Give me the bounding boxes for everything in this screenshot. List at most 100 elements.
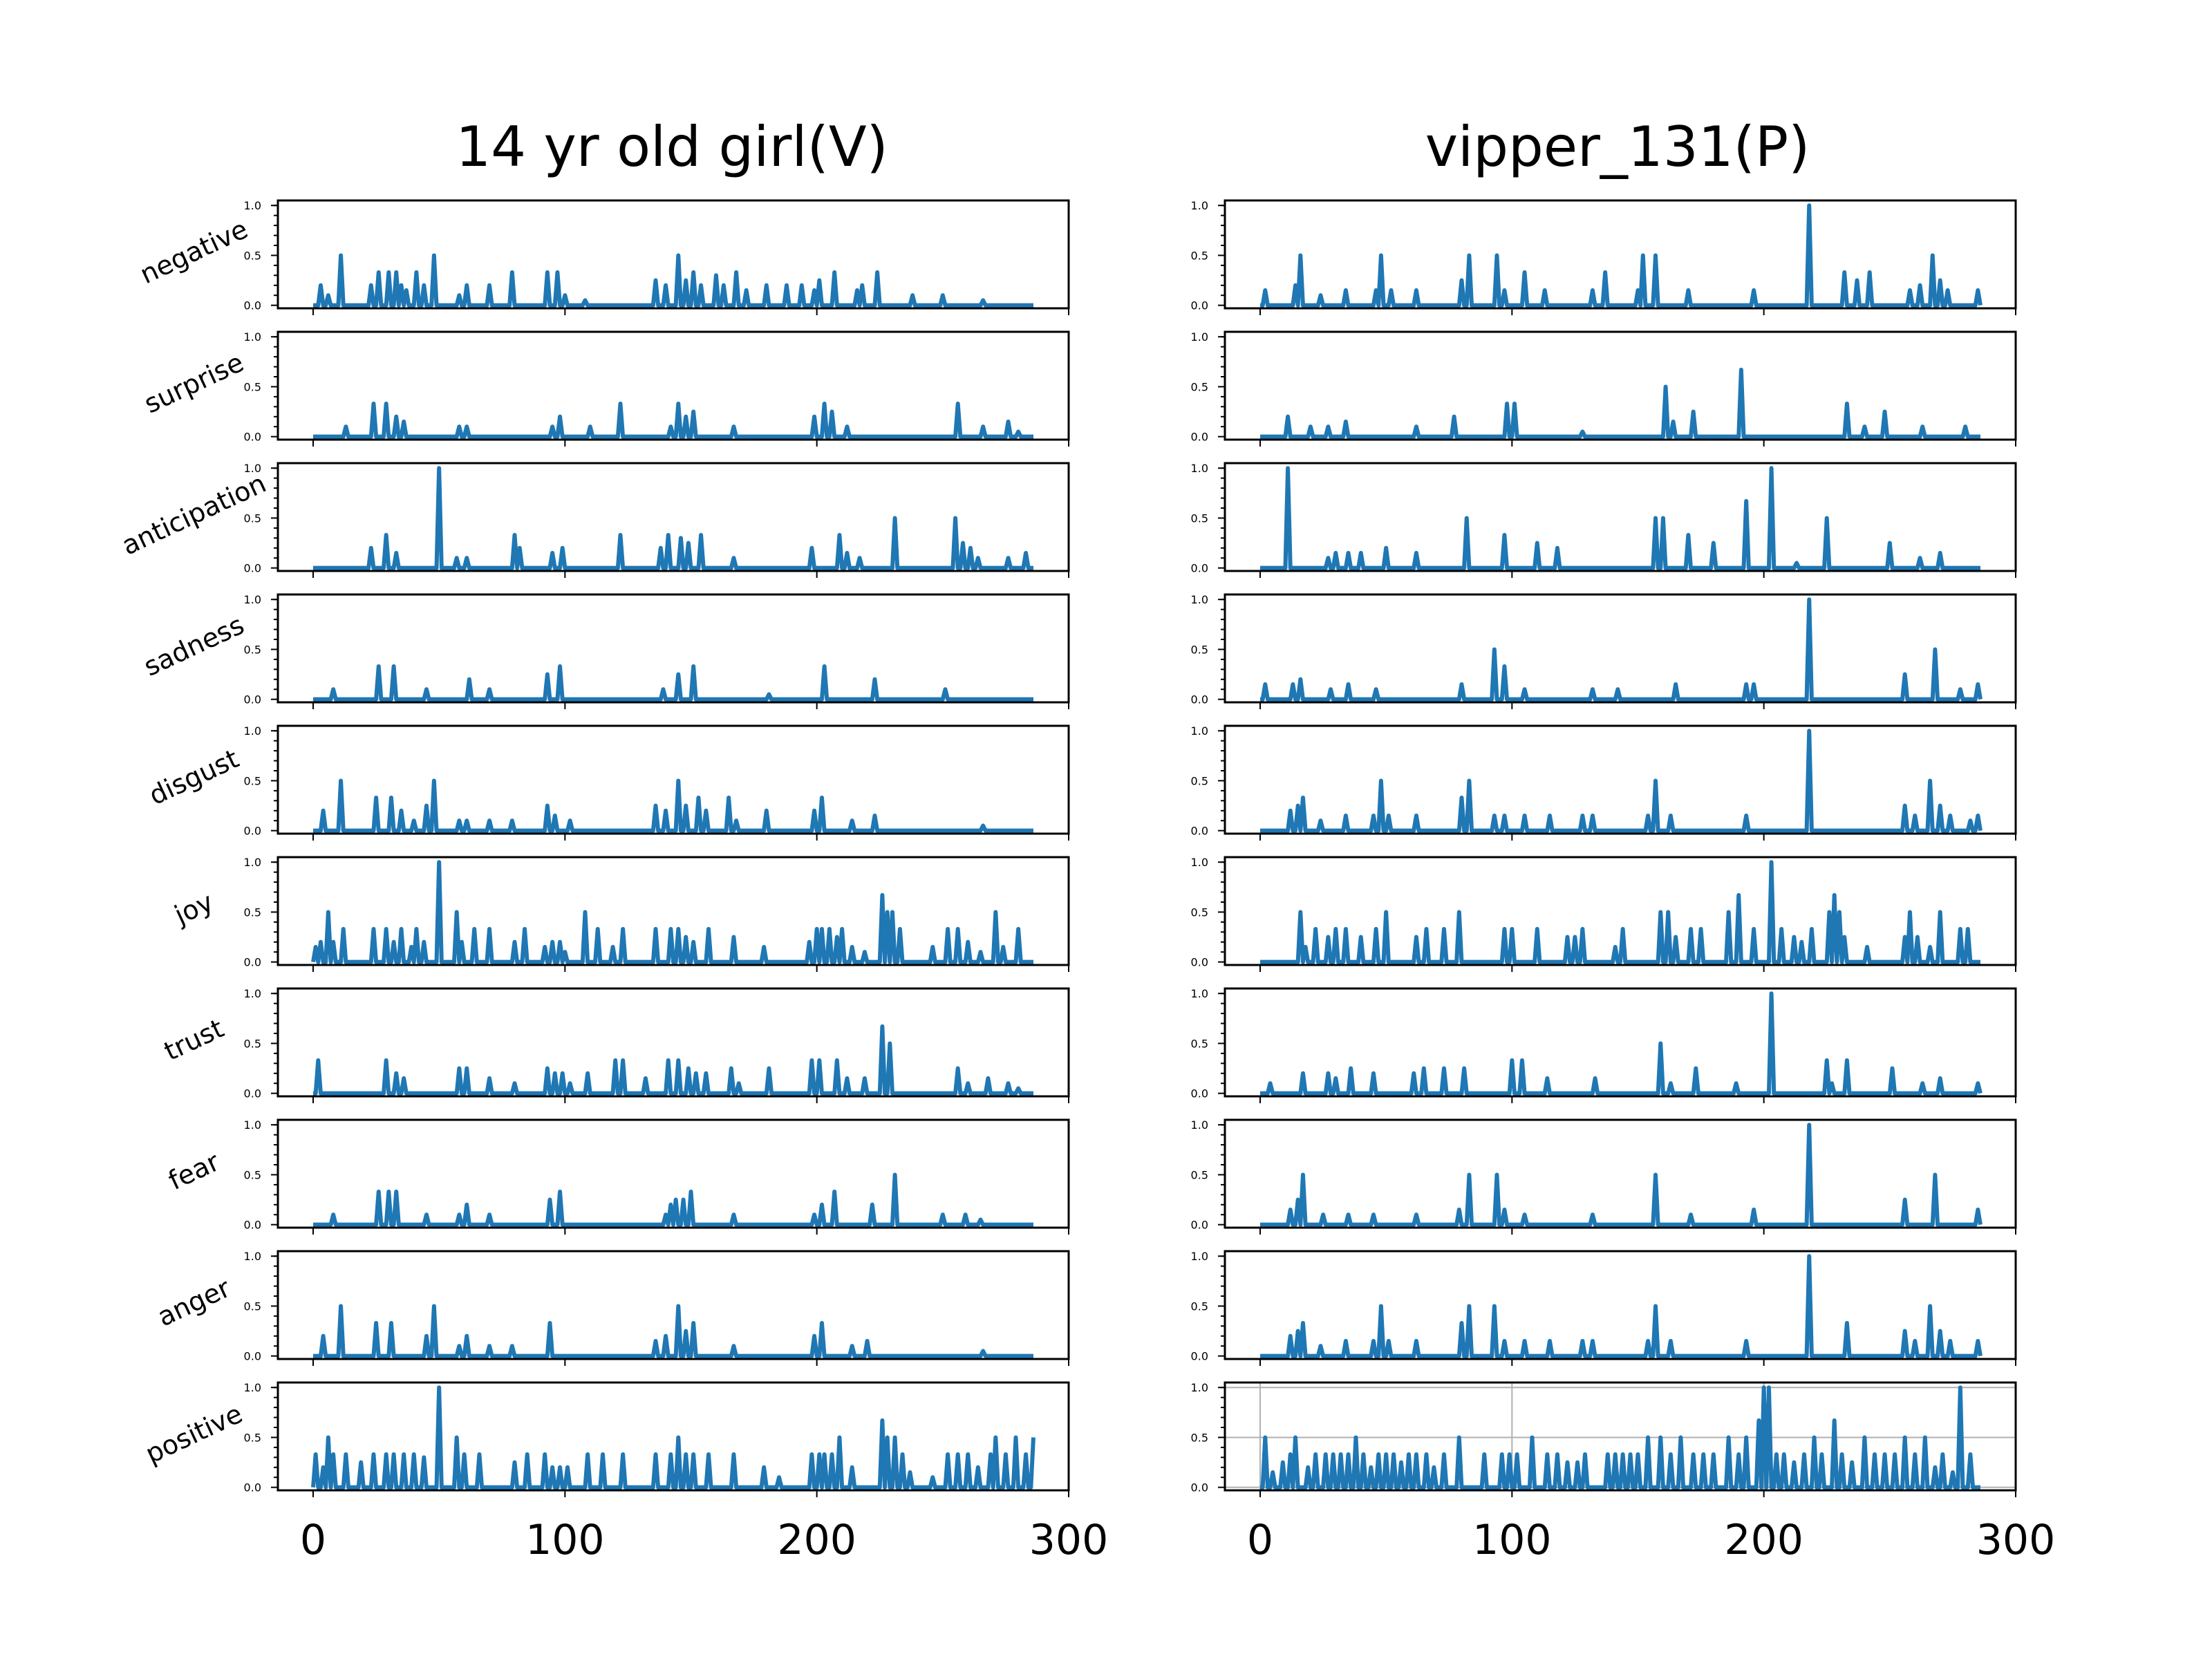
- y-tick-label: 1.0: [1191, 330, 1208, 344]
- y-tick-label: 0.0: [1191, 1350, 1208, 1363]
- panel-anger-right: 0.0 0.5 1.0: [1191, 1250, 2017, 1366]
- y-tick-label: 0.5: [1191, 1300, 1208, 1313]
- panel-frame: [276, 593, 1070, 704]
- y-tick-label: 0.5: [244, 249, 261, 262]
- panel-frame: [1224, 1250, 2017, 1360]
- y-tick-label: 0.0: [1191, 562, 1208, 575]
- panel-frame: [1224, 987, 2017, 1098]
- y-tick-label: 1.0: [244, 330, 261, 344]
- y-tick-label: 1.0: [244, 199, 261, 212]
- panel-sadness-right: 0.0 0.5 1.0: [1191, 593, 2017, 709]
- x-tick-label: 100: [1472, 1516, 1552, 1564]
- series-line-positive: [1260, 1385, 1980, 1490]
- y-tick-label: 0.0: [1191, 825, 1208, 838]
- y-tick-label: 0.0: [1191, 1481, 1208, 1494]
- y-tick-label: 1.0: [244, 856, 261, 869]
- series-line-anticipation: [1260, 466, 1980, 570]
- panel-disgust-right: 0.0 0.5 1.0: [1191, 724, 2017, 841]
- y-tick-label: 0.0: [1191, 299, 1208, 312]
- y-tick-label: 0.0: [244, 825, 261, 838]
- y-tick-label: 1.0: [1191, 1118, 1208, 1132]
- y-tick-label: 0.0: [244, 956, 261, 969]
- y-tick-label: 1.0: [244, 1118, 261, 1132]
- panel-joy-right: 0.0 0.5 1.0: [1191, 856, 2017, 972]
- column-title-left: 14 yr old girl(V): [456, 115, 888, 179]
- x-tick-label: 100: [525, 1516, 605, 1564]
- y-tick-label: 0.5: [1191, 249, 1208, 262]
- y-tick-label: 0.5: [244, 774, 261, 787]
- panel-fear-right: 0.0 0.5 1.0: [1191, 1118, 2017, 1235]
- panel-frame: [1224, 462, 2017, 572]
- y-tick-label: 0.0: [244, 1481, 261, 1494]
- y-tick-label: 1.0: [1191, 1250, 1208, 1263]
- y-tick-label: 0.5: [244, 1037, 261, 1050]
- y-tick-label: 1.0: [1191, 1381, 1208, 1394]
- panel-frame: [276, 987, 1070, 1098]
- panel-frame: [1224, 1381, 2017, 1492]
- panel-frame: [276, 462, 1070, 572]
- y-tick-label: 0.0: [1191, 693, 1208, 706]
- y-tick-label: 1.0: [1191, 593, 1208, 606]
- panel-frame: [1224, 724, 2017, 835]
- y-tick-label: 1.0: [244, 724, 261, 738]
- y-tick-label: 1.0: [1191, 987, 1208, 1000]
- series-line-positive: [311, 1385, 1035, 1490]
- x-tick-label: 300: [1029, 1516, 1109, 1564]
- y-tick-label: 0.5: [244, 512, 261, 525]
- x-tick-label: 200: [777, 1516, 856, 1564]
- y-tick-label: 1.0: [244, 593, 261, 606]
- y-tick-label: 1.0: [244, 987, 261, 1000]
- series-line-surprise: [313, 402, 1033, 439]
- series-line-fear: [1260, 1123, 1983, 1227]
- y-tick-label: 0.0: [244, 1087, 261, 1100]
- y-tick-label: 0.5: [244, 1300, 261, 1313]
- panel-anticipation-right: 0.0 0.5 1.0: [1191, 462, 2017, 578]
- series-line-trust: [1260, 991, 1983, 1096]
- series-line-sadness: [313, 664, 1033, 702]
- panel-frame: [1224, 593, 2017, 704]
- y-tick-label: 0.5: [1191, 774, 1208, 787]
- series-line-trust: [313, 1024, 1033, 1096]
- y-tick-label: 1.0: [244, 462, 261, 475]
- y-tick-label: 0.5: [1191, 643, 1208, 656]
- panel-trust-right: 0.0 0.5 1.0: [1191, 987, 2017, 1103]
- x-tick-label: 0: [1247, 1516, 1273, 1564]
- y-tick-label: 0.0: [1191, 956, 1208, 969]
- series-line-fear: [313, 1172, 1033, 1227]
- y-tick-label: 0.0: [1191, 1219, 1208, 1232]
- x-tick-label: 300: [1976, 1516, 2056, 1564]
- series-line-anticipation: [313, 466, 1033, 570]
- panel-frame: [276, 724, 1070, 835]
- series-line-disgust: [1260, 729, 1983, 833]
- series-line-joy: [311, 860, 1033, 964]
- panel-frame: [276, 856, 1070, 966]
- y-tick-label: 0.5: [244, 1168, 261, 1181]
- panel-frame: [276, 199, 1070, 310]
- panel-surprise-right: 0.0 0.5 1.0: [1191, 330, 2017, 447]
- y-tick-label: 0.5: [1191, 906, 1208, 919]
- series-line-disgust: [313, 778, 1033, 833]
- panel-frame: [276, 1118, 1070, 1229]
- panel-frame: [1224, 330, 2017, 441]
- x-tick-label: 200: [1724, 1516, 1803, 1564]
- y-tick-label: 0.0: [244, 299, 261, 312]
- y-tick-label: 0.5: [1191, 1168, 1208, 1181]
- panel-frame: [276, 1381, 1070, 1492]
- y-tick-label: 0.0: [244, 693, 261, 706]
- y-tick-label: 0.0: [244, 431, 261, 444]
- series-line-negative: [1260, 203, 1983, 308]
- y-tick-label: 0.5: [244, 380, 261, 393]
- panel-frame: [276, 1250, 1070, 1360]
- y-tick-label: 0.0: [244, 562, 261, 575]
- panel-frame: [1224, 1118, 2017, 1229]
- y-tick-label: 1.0: [244, 1381, 261, 1394]
- panel-frame: [1224, 856, 2017, 966]
- y-tick-label: 1.0: [1191, 462, 1208, 475]
- y-tick-label: 0.0: [1191, 1087, 1208, 1100]
- series-line-surprise: [1260, 367, 1980, 439]
- y-tick-label: 0.5: [1191, 512, 1208, 525]
- y-tick-label: 0.0: [244, 1350, 261, 1363]
- column-title-right: vipper_131(P): [1425, 115, 1810, 179]
